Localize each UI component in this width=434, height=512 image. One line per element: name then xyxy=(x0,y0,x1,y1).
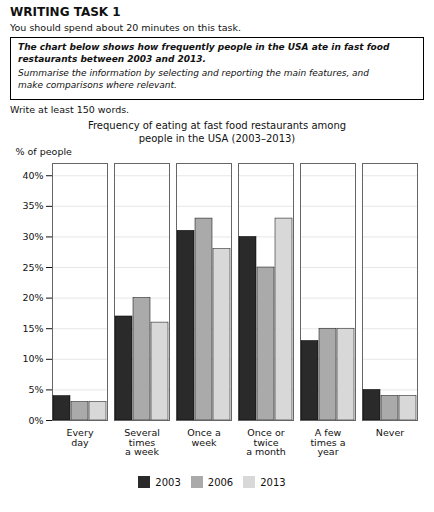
svg-text:5%: 5% xyxy=(28,384,43,395)
html-text:Summarise the information by s: Summarise the information by selecting a… xyxy=(18,68,369,91)
svg-text:25%: 25% xyxy=(22,261,43,272)
svg-text:Severaltimesa week: Severaltimesa week xyxy=(124,427,160,457)
svg-text:0%: 0% xyxy=(28,414,43,425)
svg-text:15%: 15% xyxy=(22,323,43,334)
svg-text:A fewtimes ayear: A fewtimes ayear xyxy=(310,427,345,457)
html-text:The chart below shows how freq: The chart below shows how frequently peo… xyxy=(18,42,390,64)
svg-text:35%: 35% xyxy=(22,200,43,211)
svg-text:40%: 40% xyxy=(22,170,43,181)
html-text:You should spend about 20 minu: You should spend about 20 minutes on thi… xyxy=(10,22,241,33)
svg-text:Once ortwicea month: Once ortwicea month xyxy=(246,427,286,457)
svg-text:Once aweek: Once aweek xyxy=(187,427,220,448)
html-text:2006: 2006 xyxy=(207,476,234,488)
svg-text:Never: Never xyxy=(376,427,404,438)
svg-text:Everyday: Everyday xyxy=(67,427,94,448)
html-text:Write at least 150 words.: Write at least 150 words. xyxy=(10,103,130,115)
svg-text:10%: 10% xyxy=(22,353,43,364)
html-text:2013: 2013 xyxy=(260,476,286,488)
svg-text:% of people: % of people xyxy=(16,146,73,157)
svg-text:20%: 20% xyxy=(22,292,43,303)
html-text:Frequency of eating at fast fo: Frequency of eating at fast food restaur… xyxy=(87,119,347,144)
svg-text:30%: 30% xyxy=(22,231,43,242)
html-text:2003: 2003 xyxy=(155,476,181,488)
html-text:WRITING TASK 1: WRITING TASK 1 xyxy=(10,5,121,19)
